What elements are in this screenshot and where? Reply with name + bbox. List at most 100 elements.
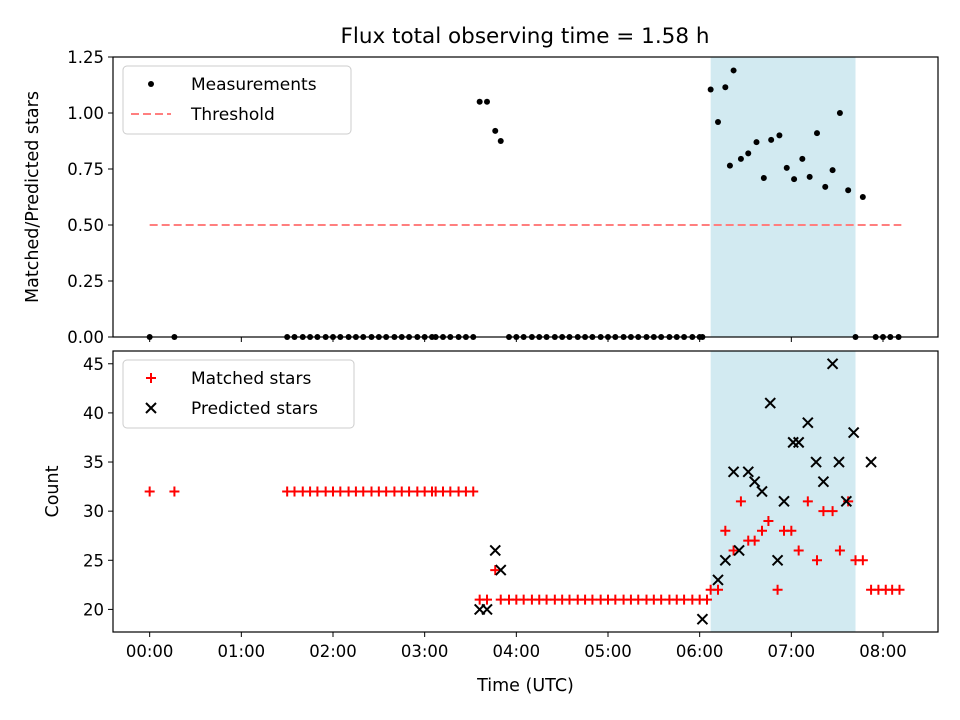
predicted-star-marker xyxy=(847,426,860,439)
bottom-panel-y-ticks: 20 25 30 35 40 45 xyxy=(83,355,113,619)
measurement-point xyxy=(760,174,767,181)
predicted-star-marker xyxy=(481,603,493,616)
measurement-point xyxy=(476,98,483,105)
x-tick-label: 08:00 xyxy=(859,642,907,661)
y-tick-label: 0.25 xyxy=(67,272,104,291)
matched-star-marker xyxy=(772,584,783,595)
measurement-point xyxy=(730,67,737,74)
matched-star-marker xyxy=(793,545,804,556)
matched-star-marker xyxy=(482,594,492,605)
measurement-point xyxy=(753,139,760,146)
matched-star-marker xyxy=(843,496,854,507)
predicted-star-marker xyxy=(742,466,754,478)
bottom-panel: 20 25 30 35 40 45 00:00 01:00 02:00 03:00 04:00 05… xyxy=(43,350,939,696)
measurement-point xyxy=(845,187,852,194)
x-tick-label: 06:00 xyxy=(676,642,724,661)
y-tick-label: 1.00 xyxy=(67,104,104,123)
predicted-star-marker xyxy=(756,485,768,498)
x-tick-label: 01:00 xyxy=(218,642,266,661)
legend-label: Measurements xyxy=(191,75,317,95)
measurement-point xyxy=(814,130,820,137)
y-tick-label: 25 xyxy=(83,551,104,570)
predicted-star-marker xyxy=(810,456,822,468)
measurement-point xyxy=(806,173,813,180)
matched-star-marker xyxy=(827,506,838,517)
matched-star-marker xyxy=(802,496,813,507)
matched-star-marker xyxy=(728,545,739,556)
predicted-star-marker xyxy=(727,466,740,478)
predicted-star-marker xyxy=(696,613,709,625)
figure-title: Flux total observing time = 1.58 h xyxy=(341,24,710,49)
measurement-point xyxy=(799,155,806,162)
predicted-star-marker xyxy=(719,554,732,566)
predicted-star-marker xyxy=(802,417,814,429)
bottom-panel-x-label: Time (UTC) xyxy=(476,676,574,696)
measurement-point xyxy=(829,167,836,174)
matched-star-marker xyxy=(818,506,829,517)
bottom-panel-legend: Matched stars Predicted stars xyxy=(122,359,355,429)
x-tick-label: 05:00 xyxy=(584,642,632,661)
matched-star-marker xyxy=(763,515,774,526)
legend-label: Threshold xyxy=(190,105,275,125)
measurement-point xyxy=(492,127,499,134)
measurement-point xyxy=(836,110,843,116)
matched-star-marker xyxy=(757,525,767,536)
measurement-point xyxy=(822,183,829,190)
matched-star-marker xyxy=(786,525,797,536)
bottom-panel-x-ticks: 00:00 01:00 02:00 03:00 04:00 05:00 06:00 07:00… xyxy=(126,632,907,661)
measurement-point xyxy=(715,118,721,125)
y-tick-label: 0.00 xyxy=(67,328,104,347)
legend-label: Matched stars xyxy=(191,369,311,389)
x-tick-label: 07:00 xyxy=(768,642,816,661)
bottom-panel-frame xyxy=(112,350,939,633)
matched-star-marker xyxy=(857,555,868,566)
predicted-star-marker xyxy=(771,554,784,566)
y-tick-label: 0.50 xyxy=(67,216,104,235)
predicted-star-marker xyxy=(748,475,761,488)
predicted-star-marker xyxy=(792,436,805,449)
predicted-star-marker xyxy=(489,544,501,557)
predicted-star-marker xyxy=(833,456,845,468)
x-tick-label: 04:00 xyxy=(493,642,541,661)
measurement-point xyxy=(726,162,733,169)
matched-star-marker xyxy=(894,584,905,595)
measurement-point xyxy=(497,138,504,144)
matched-star-marker xyxy=(144,486,155,497)
measurement-point xyxy=(722,84,729,91)
matched-star-marker xyxy=(468,486,479,497)
predicted-star-marker xyxy=(778,495,790,508)
measurement-point xyxy=(859,194,866,200)
top-panel-frame xyxy=(112,56,939,338)
matched-star-marker xyxy=(812,555,822,566)
legend-box xyxy=(122,65,352,135)
measurement-point xyxy=(484,98,490,105)
measurement-point xyxy=(776,132,783,139)
y-tick-label: 35 xyxy=(83,453,104,472)
legend-label: Predicted stars xyxy=(191,399,318,419)
predicted-star-marker xyxy=(495,564,507,576)
predicted-star-marker xyxy=(826,358,839,370)
predicted-star-marker xyxy=(865,456,877,468)
predicted-star-marker xyxy=(817,475,830,488)
legend-box xyxy=(122,359,355,429)
y-tick-label: 0.75 xyxy=(67,160,104,179)
top-panel-highlight-span xyxy=(710,57,856,337)
measurement-point xyxy=(768,136,775,143)
matched-star-marker xyxy=(702,594,712,605)
y-tick-label: 30 xyxy=(83,502,104,521)
matched-star-marker xyxy=(490,565,501,576)
y-tick-label: 20 xyxy=(83,600,104,619)
measurement-point xyxy=(791,176,798,183)
bottom-panel-marks xyxy=(144,358,905,625)
matched-star-marker xyxy=(834,545,845,556)
matched-star-marker xyxy=(749,535,760,546)
predicted-star-marker xyxy=(712,574,724,586)
top-panel-legend: Measurements Threshold xyxy=(122,65,352,135)
matched-star-marker xyxy=(169,486,180,497)
bottom-panel-y-label: Count xyxy=(43,465,63,517)
measurement-point xyxy=(737,155,744,162)
measurement-point xyxy=(745,150,752,157)
top-panel: 0.00 0.25 0.50 0.75 1.00 1.25 Matched/Predict… xyxy=(23,48,939,347)
legend-measurement-swatch xyxy=(148,81,154,87)
